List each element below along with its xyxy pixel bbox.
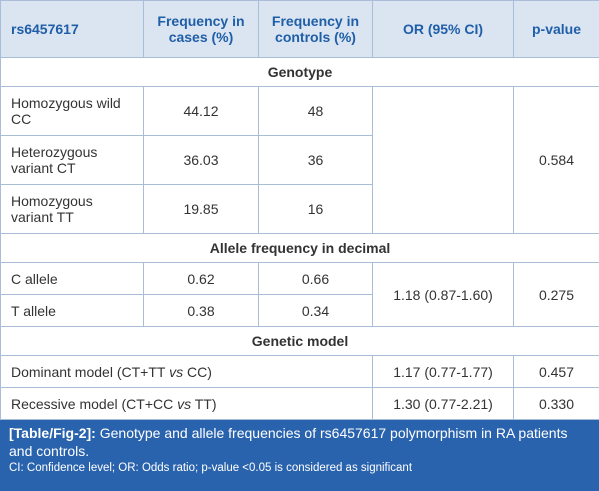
cell: 0.275 [513, 262, 599, 327]
header-cell: Frequency in controls (%) [258, 0, 373, 58]
header-cell: OR (95% CI) [372, 0, 514, 58]
cell: 0.62 [143, 262, 259, 295]
cell: 44.12 [143, 86, 259, 136]
cell: 16 [258, 184, 373, 234]
text: CC) [183, 363, 212, 380]
cell: 36 [258, 135, 373, 185]
cell: 1.17 (0.77-1.77) [372, 355, 514, 388]
cell: 0.34 [258, 294, 373, 327]
cell: 0.66 [258, 262, 373, 295]
cell: T allele [0, 294, 144, 327]
cell: Homozygous wild CC [0, 86, 144, 136]
cell: Heterozygous variant CT [0, 135, 144, 185]
table: rs6457617 Frequency in cases (%) Frequen… [0, 0, 599, 420]
text: vs [177, 395, 192, 412]
cell: 36.03 [143, 135, 259, 185]
cell: 1.30 (0.77-2.21) [372, 387, 514, 420]
cell: Homozygous variant TT [0, 184, 144, 234]
section-title: Genotype [0, 57, 599, 87]
caption-label: [Table/Fig-2]: [9, 425, 96, 441]
text: TT) [191, 395, 217, 412]
cell: 0.584 [513, 86, 599, 234]
cell: Recessive model (CT+CC vs TT) [0, 387, 373, 420]
header-cell: Frequency in cases (%) [143, 0, 259, 58]
header-row: rs6457617 Frequency in cases (%) Frequen… [0, 0, 599, 58]
cell: 0.457 [513, 355, 599, 388]
cell: 19.85 [143, 184, 259, 234]
caption-note: CI: Confidence level; OR: Odds ratio; p-… [9, 462, 413, 474]
cell: 1.18 (0.87-1.60) [372, 262, 514, 327]
cell: C allele [0, 262, 144, 295]
text: Recessive model (CT+CC [11, 395, 178, 412]
header-cell: p-value [513, 0, 599, 58]
section-title: Allele frequency in decimal [0, 233, 599, 263]
header-cell: rs6457617 [0, 0, 144, 58]
text: vs [169, 363, 184, 380]
caption: [Table/Fig-2]: Genotype and allele frequ… [0, 420, 599, 491]
cell: 0.38 [143, 294, 259, 327]
cell: 48 [258, 86, 373, 136]
text: Dominant model (CT+TT [11, 363, 170, 380]
caption-text: [Table/Fig-2]: Genotype and allele frequ… [9, 424, 590, 460]
section-title: Genetic model [0, 326, 599, 356]
cell [372, 86, 514, 234]
cell: 0.330 [513, 387, 599, 420]
caption-body: Genotype and allele frequencies of rs645… [9, 425, 568, 459]
cell: Dominant model (CT+TT vs CC) [0, 355, 373, 388]
